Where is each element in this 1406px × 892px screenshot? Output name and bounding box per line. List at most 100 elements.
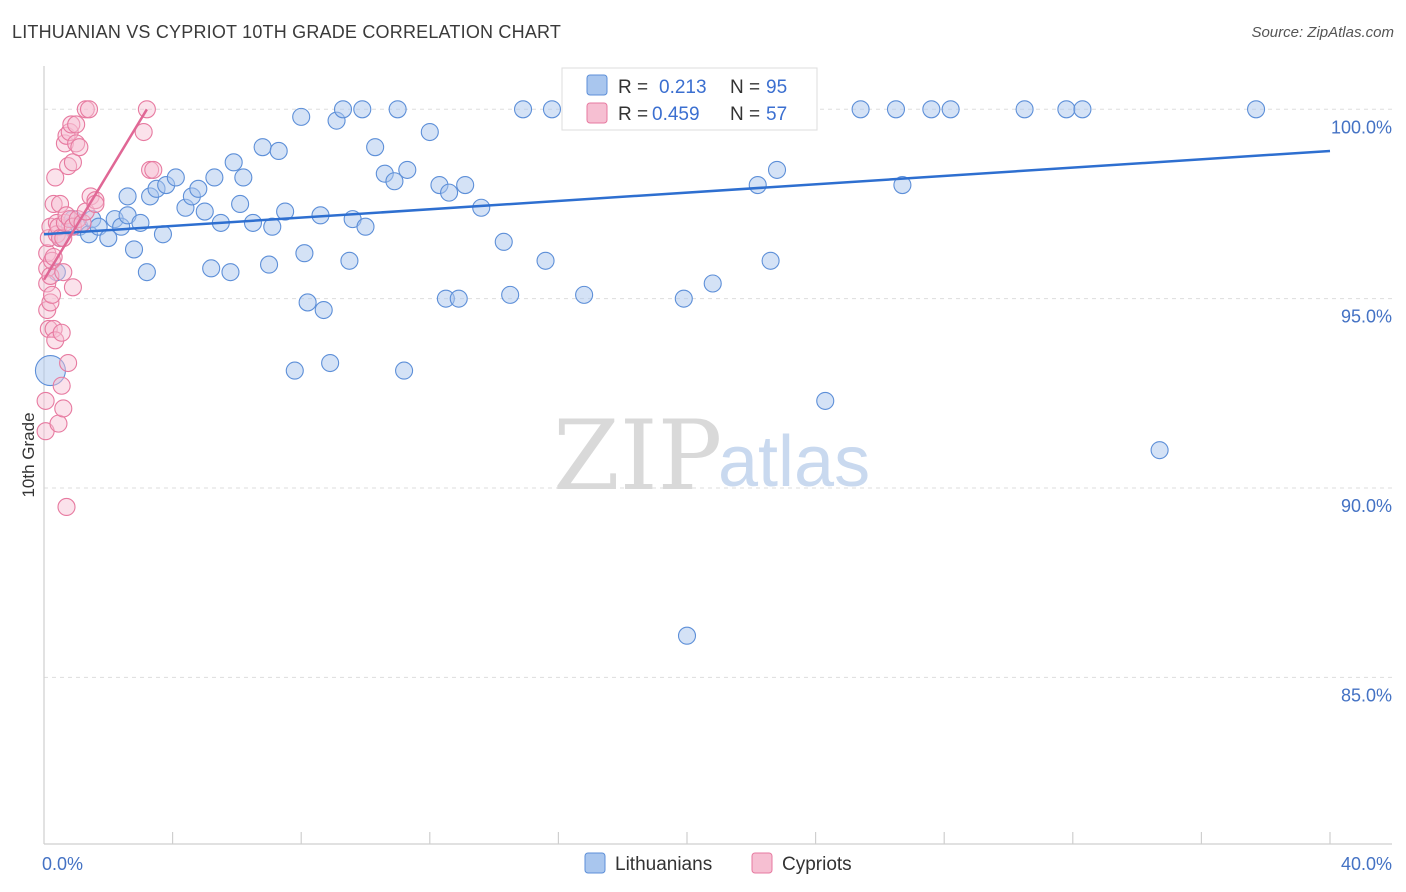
- lithuanian-point: [221, 263, 240, 282]
- lithuanians-trend-line: [43, 149, 1331, 236]
- x-ticks: [172, 832, 1331, 844]
- legend-r-value-cypriots: 0.459: [652, 104, 700, 125]
- cypriot-point: [63, 153, 82, 172]
- lithuanian-point: [388, 100, 407, 119]
- lithuanian-point: [366, 138, 385, 157]
- lithuanian-point: [124, 240, 144, 259]
- lithuanian-point: [314, 300, 333, 320]
- legend-n-label-lithuanians: N =: [730, 77, 760, 98]
- cypriot-point: [49, 414, 68, 433]
- lithuanian-point: [118, 187, 137, 206]
- watermark-zip: ZIP: [553, 400, 722, 512]
- lithuanians-points: [34, 100, 1266, 645]
- lithuanian-point: [456, 175, 475, 195]
- legend-n-label-cypriots: N =: [730, 104, 760, 125]
- lithuanian-point: [449, 289, 468, 308]
- lithuanian-point: [1073, 100, 1092, 119]
- cypriot-point: [59, 353, 78, 373]
- legend-r-value-lithuanians: 0.213: [659, 77, 707, 98]
- lithuanian-point: [1150, 441, 1169, 460]
- lithuanian-point: [202, 259, 221, 278]
- cypriot-point: [67, 115, 86, 134]
- lithuanian-point: [259, 255, 279, 274]
- lithuanian-point: [472, 198, 491, 217]
- cypriot-point: [46, 331, 65, 350]
- lithuanian-point: [333, 100, 353, 119]
- cypriots-points: [36, 100, 163, 516]
- series-legend-label-cypriots: Cypriots: [782, 854, 852, 875]
- y-tick-label: 90.0%: [1341, 496, 1392, 516]
- lithuanian-point: [189, 179, 208, 198]
- lithuanian-point: [137, 263, 156, 282]
- lithuanian-point: [767, 160, 787, 179]
- gridlines: [44, 108, 1392, 678]
- lithuanian-point: [1057, 100, 1076, 119]
- legend-n-value-cypriots: 57: [766, 104, 787, 125]
- lithuanian-point: [748, 175, 767, 195]
- lithuanian-point: [224, 153, 243, 172]
- cypriot-point: [41, 293, 60, 312]
- lithuanian-point: [851, 100, 870, 119]
- lithuanian-point: [231, 194, 250, 214]
- lithuanian-point: [285, 361, 304, 380]
- lithuanian-point: [542, 100, 562, 119]
- cypriot-point: [144, 160, 163, 179]
- lithuanian-point: [205, 168, 224, 187]
- cypriot-point: [52, 376, 71, 395]
- lithuanian-point: [886, 100, 906, 119]
- y-tick-labels: 85.0% 90.0% 95.0% 100.0%: [1331, 117, 1392, 705]
- lithuanian-point: [295, 244, 314, 263]
- lithuanian-point: [195, 202, 214, 221]
- lithuanian-point: [153, 225, 173, 244]
- cypriot-point: [60, 122, 79, 142]
- cypriot-point: [52, 323, 71, 342]
- lithuanian-point: [395, 361, 414, 380]
- lithuanian-point: [353, 100, 372, 119]
- lithuanian-point: [243, 213, 263, 232]
- cypriot-point: [134, 122, 153, 142]
- source-label: Source: ZipAtlas.com: [1251, 24, 1394, 41]
- stats-legend: R = 0.213 N = 95 R = 0.459 N = 57: [561, 67, 818, 131]
- lithuanian-point: [816, 391, 835, 410]
- lithuanian-point: [292, 107, 311, 126]
- cypriot-point: [70, 138, 89, 157]
- lithuanian-point: [1015, 100, 1034, 119]
- lithuanian-point: [761, 251, 780, 270]
- cypriot-point: [36, 391, 55, 410]
- y-axis-title: 10th Grade: [19, 412, 38, 497]
- watermark-atlas: atlas: [718, 422, 870, 502]
- legend-r-label-cypriots: R =: [618, 104, 648, 125]
- lithuanian-point: [234, 168, 253, 187]
- lithuanian-point: [494, 232, 513, 251]
- lithuanian-point: [276, 202, 295, 221]
- cypriot-point: [44, 194, 63, 214]
- cypriot-point: [63, 278, 82, 297]
- lithuanian-point: [166, 168, 185, 187]
- lithuanian-point: [893, 175, 912, 195]
- cypriot-point: [86, 191, 105, 210]
- lithuanian-point: [298, 293, 317, 312]
- lithuanian-point: [321, 353, 340, 373]
- y-tick-label: 85.0%: [1341, 685, 1392, 705]
- cypriot-point: [79, 100, 99, 119]
- cypriot-point: [51, 194, 70, 214]
- lithuanian-point: [253, 138, 272, 157]
- cypriot-point: [54, 399, 73, 418]
- legend-r-label-lithuanians: R =: [618, 77, 648, 98]
- y-tick-label: 100.0%: [1331, 117, 1392, 137]
- lithuanian-point: [385, 172, 404, 191]
- lithuanian-point: [1247, 100, 1266, 119]
- lithuanian-point: [263, 217, 282, 236]
- lithuanian-point: [269, 141, 288, 161]
- x-tick-label-min: 0.0%: [42, 854, 83, 874]
- lithuanian-point: [420, 122, 439, 142]
- watermark: ZIP atlas: [553, 400, 870, 512]
- lithuanian-point: [440, 183, 459, 202]
- legend-swatch-lithuanians: [586, 74, 608, 96]
- lithuanian-point: [703, 274, 722, 293]
- x-tick-label-max: 40.0%: [1341, 854, 1392, 874]
- y-tick-label: 95.0%: [1341, 307, 1392, 327]
- cypriot-point: [57, 497, 76, 516]
- lithuanian-point: [536, 251, 555, 270]
